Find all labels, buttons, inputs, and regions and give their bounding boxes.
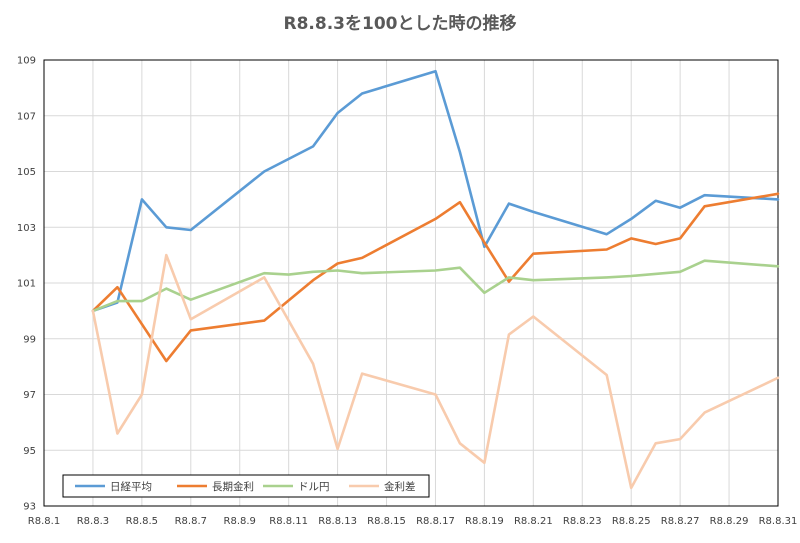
legend-label: ドル円 — [298, 481, 330, 493]
x-tick-label: R8.8.31 — [759, 516, 798, 527]
x-tick-label: R8.8.1 — [28, 516, 60, 527]
x-tick-label: R8.8.29 — [710, 516, 749, 527]
y-tick-label: 109 — [17, 56, 36, 67]
x-tick-label: R8.8.5 — [126, 516, 158, 527]
legend-box — [62, 474, 430, 498]
y-tick-label: 93 — [23, 502, 36, 513]
plot-area-border — [43, 59, 779, 507]
series-line-4 — [91, 253, 780, 490]
y-tick-label: 107 — [17, 111, 36, 122]
axes: 93 95 97 99 101 103 105 107 109 R8.8.1 R8.8.3 R8.8.… — [17, 56, 797, 528]
x-tick-label: R8.8.17 — [416, 516, 455, 527]
y-tick-label: 103 — [17, 223, 36, 234]
chart-title: R8.8.3を100とした時の推移 — [284, 13, 517, 34]
y-tick-label: 105 — [17, 167, 36, 178]
y-tick-label: 97 — [23, 390, 36, 401]
x-tick-label: R8.8.25 — [612, 516, 651, 527]
series-lines — [91, 69, 780, 490]
legend: 日経平均 長期金利 ドル円 金利差 — [62, 474, 430, 498]
x-tick-label: R8.8.9 — [224, 516, 256, 527]
series-line-1 — [91, 69, 780, 313]
legend-label: 日経平均 — [110, 480, 152, 493]
y-tick-label: 95 — [23, 446, 36, 457]
series-line-3 — [91, 259, 780, 313]
x-tick-label: R8.8.13 — [318, 516, 357, 527]
x-tick-label: R8.8.11 — [269, 516, 308, 527]
x-tick-label: R8.8.23 — [563, 516, 602, 527]
x-tick-label: R8.8.21 — [514, 516, 553, 527]
legend-label: 金利差 — [384, 480, 416, 493]
y-tick-label: 101 — [17, 279, 36, 290]
series-line-2 — [91, 192, 780, 363]
x-tick-label: R8.8.7 — [175, 516, 207, 527]
x-tick-label: R8.8.19 — [465, 516, 504, 527]
x-tick-label: R8.8.3 — [77, 516, 109, 527]
grid — [43, 59, 779, 507]
y-tick-label: 99 — [23, 334, 36, 345]
x-tick-label: R8.8.27 — [661, 516, 700, 527]
x-tick-label: R8.8.15 — [367, 516, 406, 527]
legend-label: 長期金利 — [212, 480, 254, 493]
